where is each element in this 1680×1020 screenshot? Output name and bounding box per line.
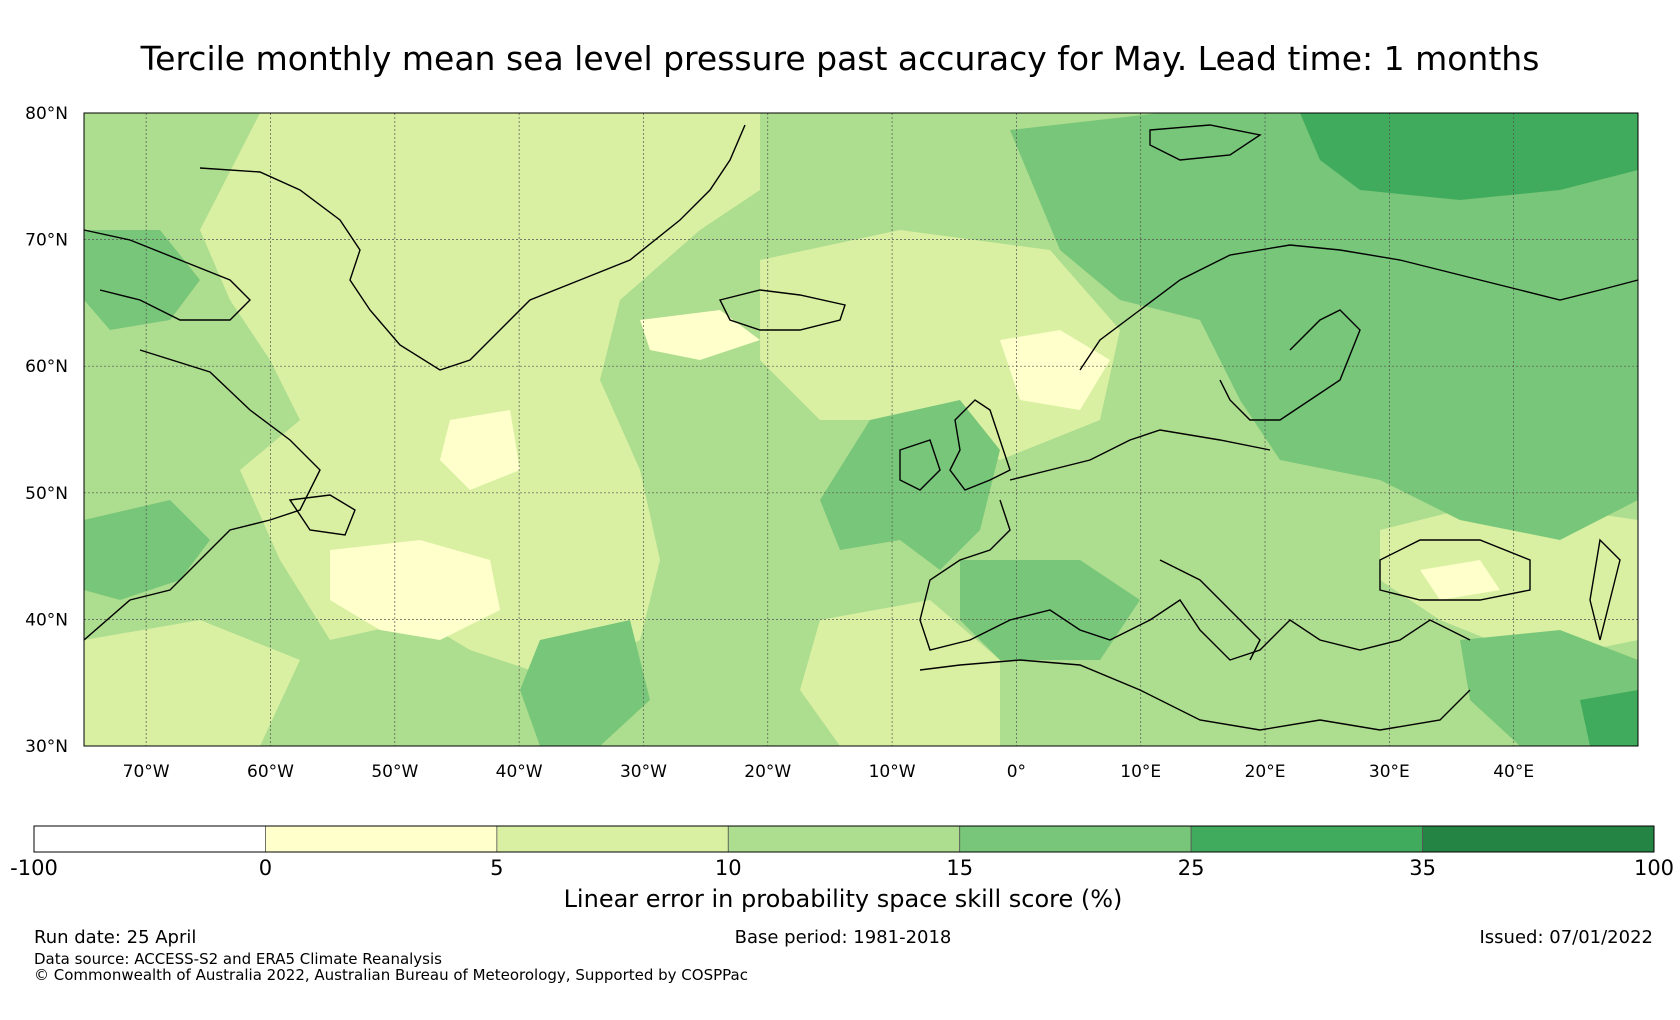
coastline-british-isles [899, 399, 1011, 491]
coastline-svalbard [1149, 124, 1262, 161]
skill-field-0-5 [1000, 330, 1110, 410]
coastline-scandinavia [1079, 244, 1639, 421]
colorbar-tick-label: -100 [10, 856, 58, 880]
skill-field-0-5 [440, 410, 520, 490]
coastline-newfoundland [288, 494, 356, 536]
map-area [83, 112, 1639, 747]
map-frame [83, 112, 1639, 747]
colorbar-segment [33, 825, 266, 853]
coastline-caspian [1589, 538, 1621, 641]
coastline-italy [1159, 559, 1261, 661]
latitude-label: 50°N [25, 484, 68, 504]
coastline-black-sea [1379, 539, 1531, 601]
longitude-label: 30°E [1369, 762, 1410, 782]
longitude-label: 40°W [496, 762, 543, 782]
coastline-greenland [199, 124, 746, 371]
skill-field-15-25 [1010, 113, 1638, 540]
coastline-iceland [718, 289, 846, 331]
colorbar: -100 0 5 10 15 25 35 100 [10, 825, 1674, 880]
coastline-north-africa [919, 659, 1471, 731]
colorbar-tick-label: 25 [1178, 856, 1205, 880]
colorbar-label: Linear error in probability space skill … [564, 885, 1123, 913]
latitude-label: 60°N [25, 357, 68, 377]
colorbar-tick-label: 10 [715, 856, 742, 880]
colorbar-tick-label: 100 [1634, 856, 1674, 880]
skill-field-25-35 [1580, 690, 1638, 746]
longitude-label: 50°W [371, 762, 418, 782]
coastline-baffin [83, 229, 251, 321]
skill-field-0-5 [330, 540, 500, 640]
colorbar-segment [1190, 825, 1423, 853]
coastline-labrador [83, 349, 321, 641]
run-date: Run date: 25 April [34, 927, 196, 948]
longitude-label: 30°W [620, 762, 667, 782]
coastline-europe [919, 429, 1471, 661]
longitude-label: 10°E [1120, 762, 1161, 782]
data-source: Data source: ACCESS-S2 and ERA5 Climate … [34, 950, 442, 968]
latitude-labels: 30°N 40°N 50°N 60°N 70°N 80°N [25, 104, 68, 757]
colorbar-tick-label: 15 [946, 856, 973, 880]
longitude-label: 0° [1007, 762, 1026, 782]
colorbar-segment [959, 825, 1192, 853]
colorbar-segment [496, 825, 729, 853]
skill-field-15-25 [84, 500, 210, 600]
base-period: Base period: 1981-2018 [735, 927, 952, 948]
issued-date: Issued: 07/01/2022 [1479, 927, 1653, 948]
latitude-label: 80°N [25, 104, 68, 124]
colorbar-frame [33, 825, 1655, 853]
latitude-label: 40°N [25, 610, 68, 630]
copyright: © Commonwealth of Australia 2022, Austra… [34, 966, 748, 984]
longitude-label: 20°E [1245, 762, 1286, 782]
colorbar-segment [727, 825, 961, 853]
colorbar-segment [1422, 825, 1655, 853]
longitude-label: 10°W [869, 762, 916, 782]
map-title: Tercile monthly mean sea level pressure … [140, 39, 1540, 78]
colorbar-segment [265, 825, 498, 853]
colorbar-tick-label: 0 [259, 856, 272, 880]
longitude-label: 60°W [247, 762, 294, 782]
skill-field-0-5 [1420, 560, 1500, 600]
latitude-label: 30°N [25, 737, 68, 757]
skill-field-5-10 [84, 620, 300, 746]
longitude-label: 20°W [744, 762, 791, 782]
skill-field-5-10 [760, 230, 1120, 460]
skill-field-0-5 [640, 310, 760, 360]
latitude-label: 70°N [25, 231, 68, 251]
coastlines [83, 124, 1639, 731]
colorbar-tick-label: 35 [1409, 856, 1436, 880]
skill-field-25-35 [1300, 113, 1638, 200]
longitude-labels: 70°W 60°W 50°W 40°W 30°W 20°W 10°W 0° 10°E 20°E 30… [123, 762, 1534, 782]
skill-field-5-10 [200, 113, 760, 680]
longitude-label: 70°W [123, 762, 170, 782]
longitude-label: 40°E [1493, 762, 1534, 782]
skill-field-15-25 [520, 620, 650, 746]
colorbar-tick-label: 5 [490, 856, 503, 880]
skill-field-15-25 [84, 230, 200, 330]
skill-field-5-10 [800, 600, 1000, 746]
